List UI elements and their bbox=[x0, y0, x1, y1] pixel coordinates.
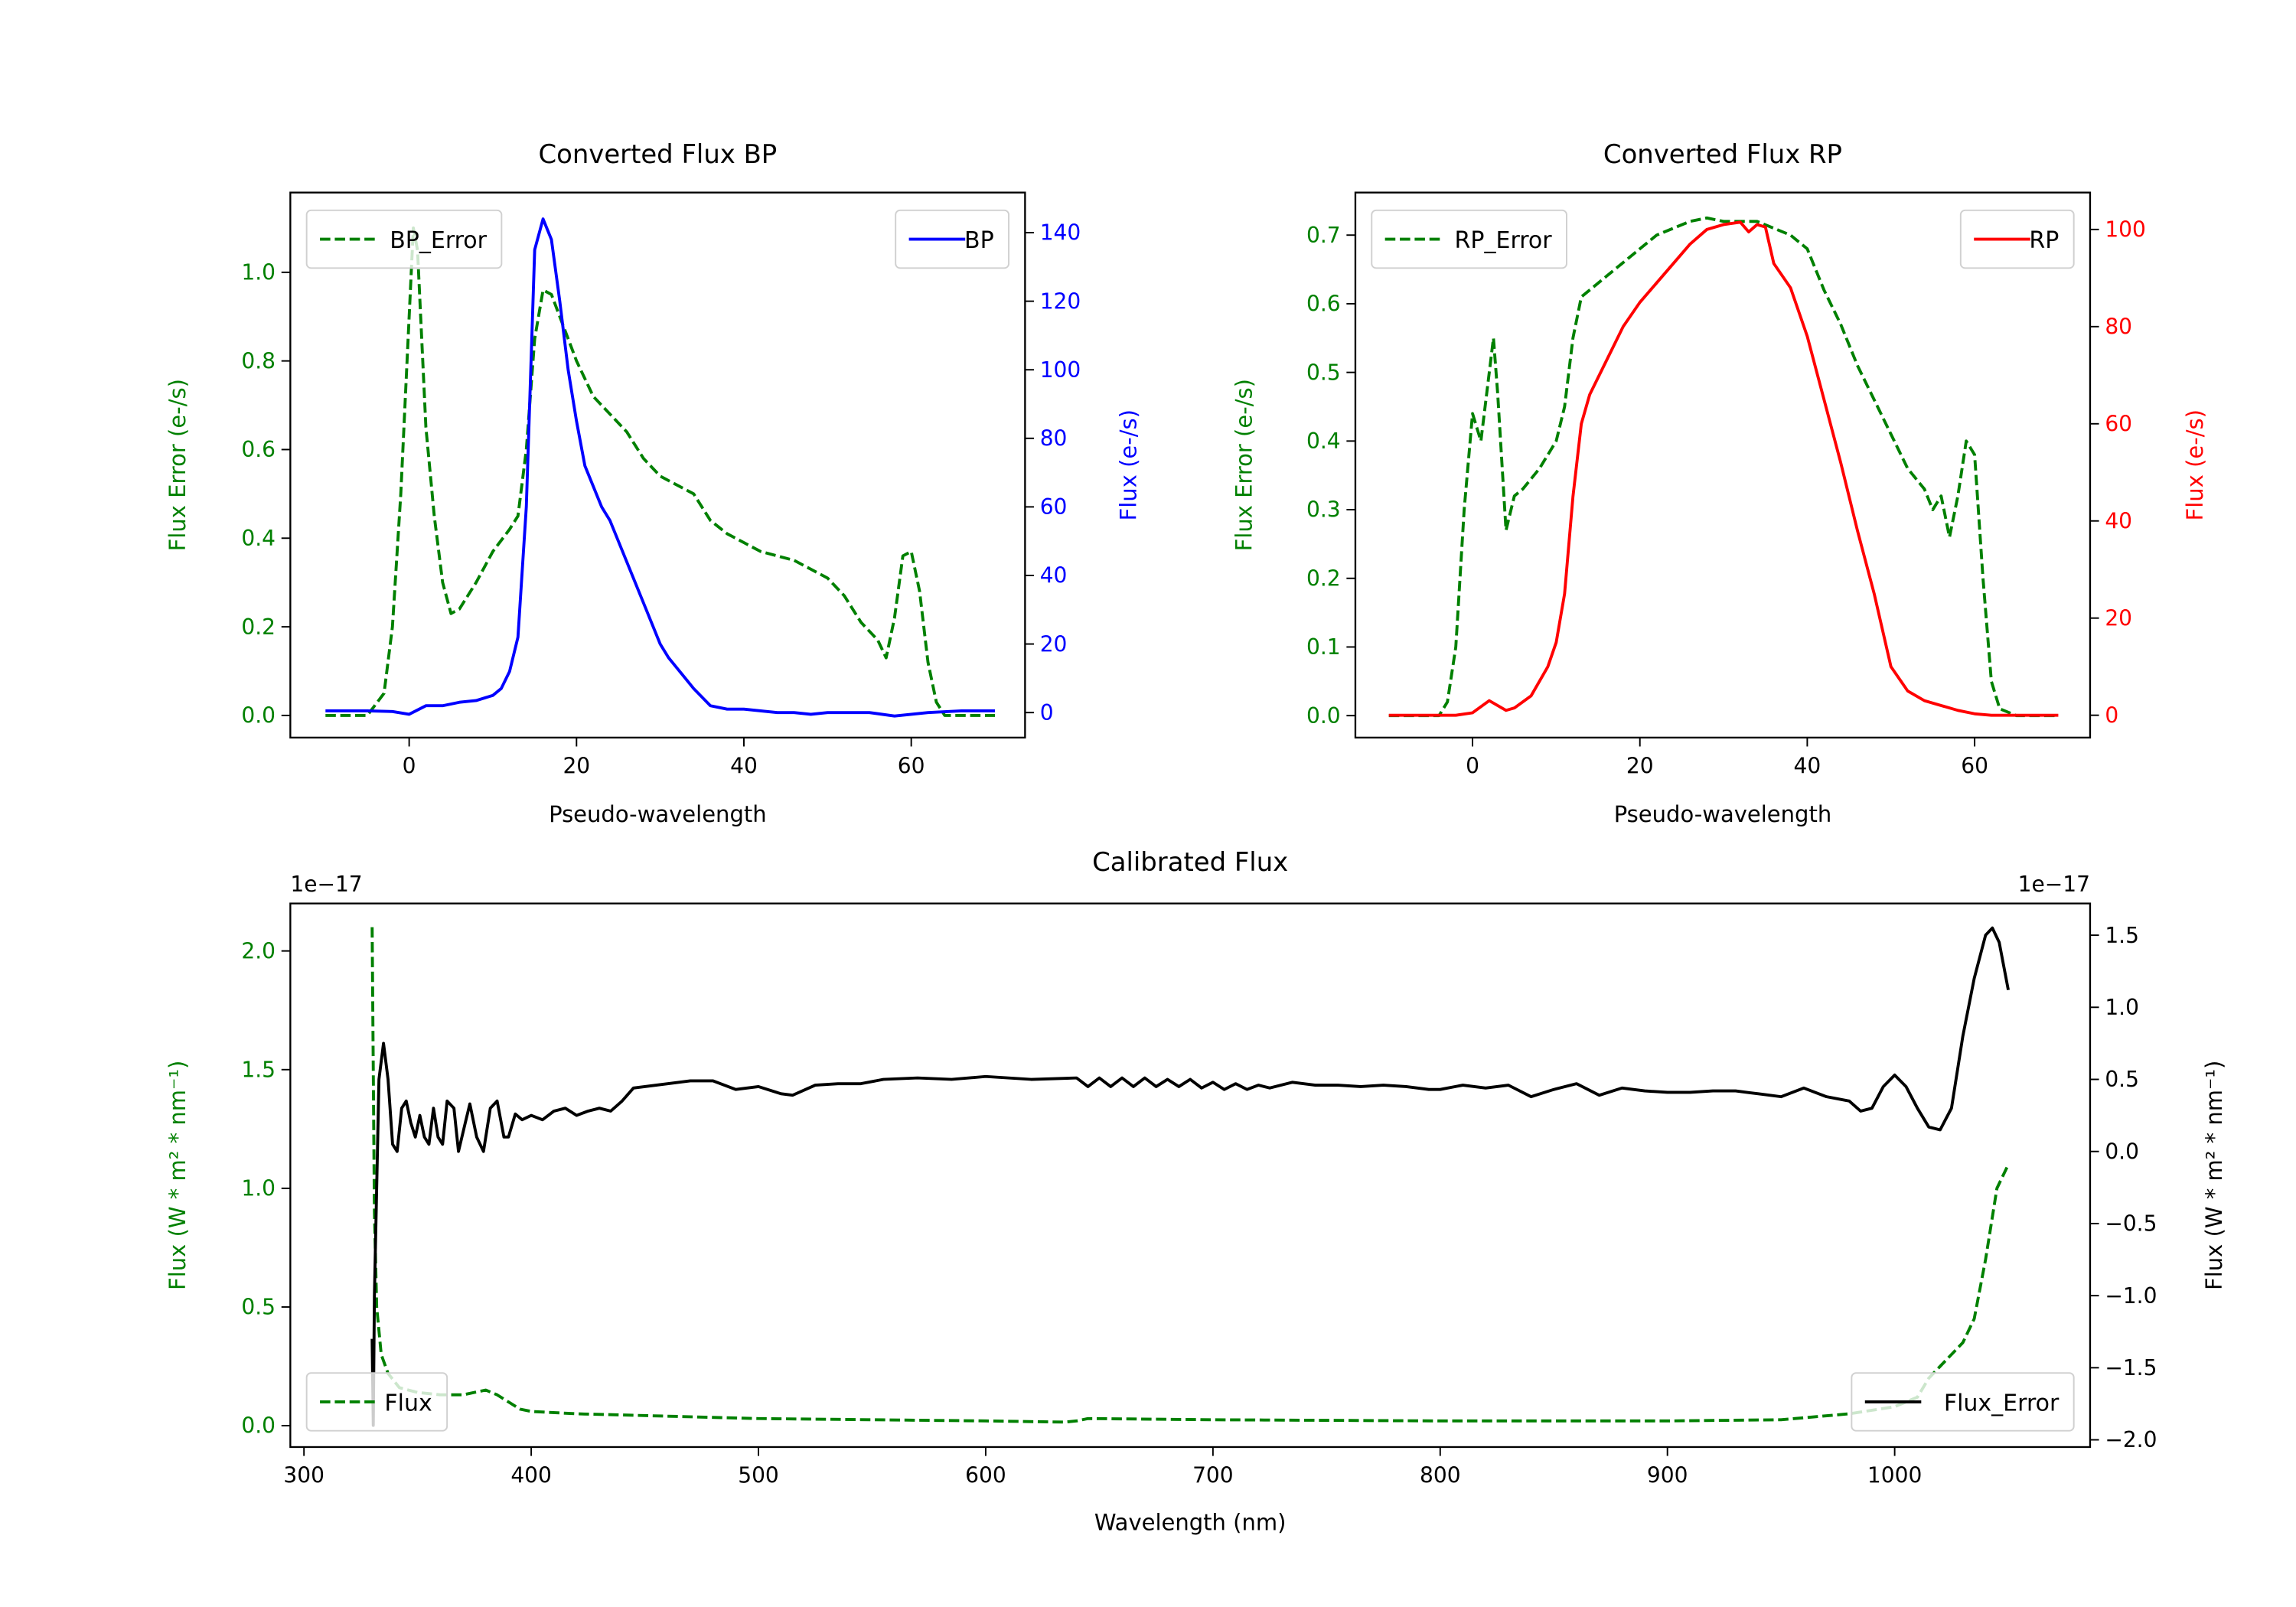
x-tick-label: 0 bbox=[1466, 753, 1479, 778]
y-right-tick-label: −1.0 bbox=[2105, 1283, 2157, 1309]
y-left-tick-label: 0.2 bbox=[241, 614, 276, 640]
y-left-tick-label: 0.5 bbox=[241, 1295, 276, 1320]
legend-label: Flux_Error bbox=[1944, 1390, 2060, 1417]
y-right-tick-label: −1.5 bbox=[2105, 1355, 2157, 1380]
axes-frame bbox=[289, 191, 1026, 739]
y-right-tick-label: 140 bbox=[1040, 220, 1081, 246]
y-right-tick-label: 1.5 bbox=[2105, 923, 2139, 948]
legend-label: RP_Error bbox=[1455, 227, 1553, 254]
y-right-tick-label: 60 bbox=[1040, 494, 1068, 520]
y-right-tick-label: 120 bbox=[1040, 288, 1081, 314]
x-axis-label: Wavelength (nm) bbox=[1094, 1509, 1287, 1535]
x-axis-label: Pseudo-wavelength bbox=[549, 801, 767, 827]
y-right-tick-label: 40 bbox=[1040, 563, 1068, 588]
y-right-tick-label: 80 bbox=[2105, 314, 2132, 339]
y-right-tick-label: 0 bbox=[1040, 700, 1054, 725]
legend-label: BP bbox=[964, 227, 994, 254]
y-left-axis-label: Flux Error (e-/s) bbox=[165, 379, 191, 551]
y-right-tick-label: 0.0 bbox=[2105, 1139, 2139, 1164]
x-tick-label: 60 bbox=[1961, 753, 1988, 778]
calibrated-flux-chart: 300 400 500 600 700 800 900 1000 0.0 0.5 1.0 1.5 2.0… bbox=[165, 847, 2227, 1535]
y-left-tick-label: 2.0 bbox=[241, 938, 276, 963]
legend-label: RP bbox=[2029, 227, 2059, 254]
y-right-tick-label: 80 bbox=[1040, 425, 1068, 451]
legend-label: Flux bbox=[384, 1390, 432, 1417]
chart-title: Converted Flux RP bbox=[1603, 139, 1842, 169]
legend-box bbox=[1851, 1372, 2075, 1432]
x-tick-label: 40 bbox=[1794, 753, 1821, 778]
y-right-tick-label: 0 bbox=[2105, 702, 2118, 728]
legend-rp-error: RP_Error bbox=[1371, 209, 1567, 269]
x-tick-label: 800 bbox=[1420, 1462, 1461, 1488]
x-tick-label: 600 bbox=[965, 1462, 1006, 1488]
bp-flux-chart: 0 20 40 60 0.0 0.2 0.4 0.6 0.8 1.0 0 20 40 60 80 100 120… bbox=[165, 139, 1142, 827]
x-tick-label: 400 bbox=[510, 1462, 552, 1488]
y-left-tick-label: 0.6 bbox=[241, 437, 276, 462]
series-line-bp-error bbox=[325, 226, 995, 717]
x-tick-label: 60 bbox=[898, 753, 925, 778]
y-left-tick-label: 0.6 bbox=[1306, 292, 1341, 317]
legend-box bbox=[1371, 209, 1567, 269]
legend-label: BP_Error bbox=[390, 227, 487, 254]
y-right-tick-label: 100 bbox=[2105, 217, 2146, 243]
y-right-tick-label: 100 bbox=[1040, 357, 1081, 383]
y-left-offset-text: 1e−17 bbox=[290, 872, 362, 897]
legend-flux-error: Flux_Error bbox=[1851, 1372, 2075, 1432]
x-tick-label: 500 bbox=[738, 1462, 779, 1488]
chart-title: Calibrated Flux bbox=[1092, 847, 1288, 877]
y-right-tick-label: 20 bbox=[2105, 605, 2132, 631]
x-tick-label: 300 bbox=[283, 1462, 325, 1488]
y-left-tick-label: 0.2 bbox=[1306, 566, 1341, 591]
series-line-flux bbox=[370, 926, 2010, 1427]
y-right-tick-label: −0.5 bbox=[2105, 1211, 2157, 1237]
y-left-tick-label: 0.0 bbox=[1306, 703, 1341, 729]
y-left-axis-label: Flux (W * m² * nm⁻¹) bbox=[165, 1061, 191, 1290]
y-right-tick-label: 0.5 bbox=[2105, 1067, 2139, 1092]
y-left-tick-label: 0.3 bbox=[1306, 497, 1341, 523]
y-right-axis-label: Flux (W * m² * nm⁻¹) bbox=[2201, 1061, 2227, 1290]
legend-rp: RP bbox=[1959, 209, 2075, 269]
y-left-tick-label: 0.0 bbox=[241, 1413, 276, 1439]
y-left-tick-label: 0.0 bbox=[241, 703, 276, 729]
y-left-tick-label: 0.4 bbox=[1306, 429, 1341, 454]
y-left-tick-label: 0.5 bbox=[1306, 360, 1341, 385]
x-tick-label: 20 bbox=[563, 753, 590, 778]
y-left-tick-label: 0.8 bbox=[241, 348, 276, 373]
y-right-offset-text: 1e−17 bbox=[2018, 872, 2090, 897]
y-right-tick-label: −2.0 bbox=[2105, 1427, 2157, 1452]
y-left-axis-label: Flux Error (e-/s) bbox=[1231, 379, 1257, 551]
x-tick-label: 20 bbox=[1626, 753, 1654, 778]
y-right-tick-label: 60 bbox=[2105, 411, 2132, 436]
y-left-tick-label: 1.5 bbox=[241, 1057, 276, 1082]
legend-bp-error: BP_Error bbox=[305, 209, 503, 269]
x-tick-label: 1000 bbox=[1867, 1462, 1922, 1488]
y-left-tick-label: 0.7 bbox=[1306, 223, 1341, 248]
y-left-tick-label: 1.0 bbox=[241, 260, 276, 285]
y-right-tick-label: 1.0 bbox=[2105, 995, 2139, 1020]
axes-frame bbox=[289, 902, 2092, 1449]
x-tick-label: 700 bbox=[1192, 1462, 1234, 1488]
x-axis-label: Pseudo-wavelength bbox=[1614, 801, 1832, 827]
x-tick-label: 0 bbox=[403, 753, 416, 778]
legend-box bbox=[305, 209, 503, 269]
y-left-tick-label: 0.1 bbox=[1306, 634, 1341, 660]
y-left-tick-label: 1.0 bbox=[241, 1176, 276, 1201]
legend-bp: BP bbox=[895, 209, 1010, 269]
axes-frame bbox=[1354, 191, 2092, 739]
rp-flux-chart: 0 20 40 60 0.0 0.1 0.2 0.3 0.4 0.5 0.6 0.7 0 20 40 60 80… bbox=[1231, 139, 2208, 827]
y-right-tick-label: 40 bbox=[2105, 508, 2132, 533]
series-line-rp bbox=[1388, 220, 2059, 717]
series-line-rp-error bbox=[1388, 216, 2059, 718]
y-right-tick-label: 20 bbox=[1040, 631, 1068, 657]
chart-title: Converted Flux BP bbox=[538, 139, 777, 169]
series-line-bp bbox=[325, 217, 995, 718]
y-right-axis-label: Flux (e-/s) bbox=[2182, 409, 2208, 520]
y-right-axis-label: Flux (e-/s) bbox=[1116, 409, 1142, 520]
legend-box bbox=[305, 1372, 448, 1432]
x-tick-label: 40 bbox=[730, 753, 758, 778]
legend-flux: Flux bbox=[305, 1372, 448, 1432]
x-tick-label: 900 bbox=[1647, 1462, 1688, 1488]
y-left-tick-label: 0.4 bbox=[241, 526, 276, 551]
